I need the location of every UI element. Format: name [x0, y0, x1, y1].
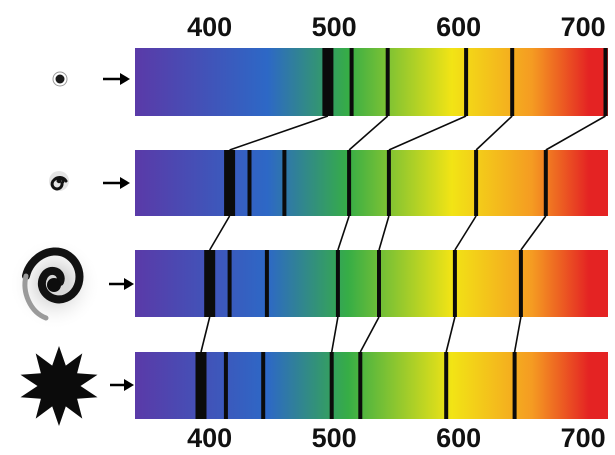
top-tick-label-2: 600 — [436, 12, 481, 42]
absorption-line-row2-5 — [452, 250, 457, 317]
spectrum-bar-0 — [135, 48, 608, 116]
absorption-line-row1-0 — [224, 150, 236, 216]
absorption-line-row2-1 — [227, 250, 232, 317]
bottom-axis: 400 500 600 700 — [187, 423, 605, 453]
absorption-line-row0-3 — [464, 48, 469, 116]
arrow-right-icon — [110, 379, 134, 391]
absorption-line-row0-2 — [385, 48, 390, 116]
shift-connector-0-0 — [229, 115, 329, 151]
shift-connector-2-0 — [200, 316, 211, 353]
starburst-icon — [20, 346, 98, 426]
absorption-line-row2-4 — [377, 250, 381, 317]
shift-connectors — [200, 115, 606, 353]
spectrum-bars — [135, 48, 608, 419]
small-spiral-galaxy-icon — [49, 171, 69, 191]
absorption-line-row3-2 — [261, 352, 266, 419]
spectrum-bar-3 — [135, 352, 608, 419]
shift-connector-0-4 — [545, 115, 606, 151]
absorption-lines — [195, 48, 608, 419]
large-spiral-galaxy-icon — [9, 238, 101, 330]
top-axis: 400 500 600 700 — [187, 12, 605, 42]
absorption-line-row2-0 — [204, 250, 216, 317]
shift-connector-1-2 — [378, 215, 390, 251]
absorption-line-row1-6 — [543, 150, 548, 216]
absorption-line-row1-3 — [347, 150, 352, 216]
shift-connector-0-3 — [475, 115, 513, 151]
absorption-line-row3-6 — [512, 352, 517, 419]
point-source-icon — [52, 71, 68, 87]
absorption-line-row3-3 — [329, 352, 334, 419]
shift-connector-2-1 — [330, 316, 339, 353]
shift-connector-0-1 — [348, 115, 389, 151]
spectrum-bar-1 — [135, 150, 608, 216]
absorption-line-row0-0 — [322, 48, 334, 116]
bottom-tick-label-3: 700 — [561, 423, 606, 453]
absorption-line-row1-2 — [282, 150, 287, 216]
shift-connector-2-3 — [445, 316, 456, 353]
absorption-line-row3-5 — [444, 352, 449, 419]
absorption-line-row1-5 — [474, 150, 479, 216]
absorption-line-row3-0 — [195, 352, 207, 419]
absorption-line-row1-4 — [386, 150, 391, 216]
shift-connector-2-4 — [513, 316, 522, 353]
absorption-line-row3-1 — [223, 352, 228, 419]
bottom-tick-label-0: 400 — [187, 423, 232, 453]
shift-connector-0-2 — [388, 115, 467, 151]
absorption-line-row0-5 — [603, 48, 608, 116]
shift-connector-1-0 — [209, 215, 231, 251]
bottom-tick-label-2: 600 — [436, 423, 481, 453]
arrow-right-icon — [103, 177, 130, 189]
shift-connector-1-1 — [337, 215, 350, 251]
absorption-line-row2-2 — [264, 250, 269, 317]
top-tick-label-0: 400 — [187, 12, 232, 42]
absorption-line-row0-4 — [510, 48, 515, 116]
shift-connector-1-3 — [454, 215, 477, 251]
absorption-line-row1-1 — [247, 150, 252, 216]
top-tick-label-1: 500 — [312, 12, 357, 42]
top-tick-label-3: 700 — [561, 12, 606, 42]
arrow-right-icon — [109, 278, 134, 290]
shift-connector-1-4 — [520, 215, 547, 251]
arrow-right-icon — [103, 73, 130, 85]
absorption-line-row2-3 — [335, 250, 340, 317]
absorption-line-row2-6 — [518, 250, 523, 317]
shift-connector-2-2 — [359, 316, 380, 353]
bottom-tick-label-1: 500 — [312, 423, 357, 453]
absorption-line-row3-4 — [358, 352, 363, 419]
absorption-line-row0-1 — [349, 48, 354, 116]
